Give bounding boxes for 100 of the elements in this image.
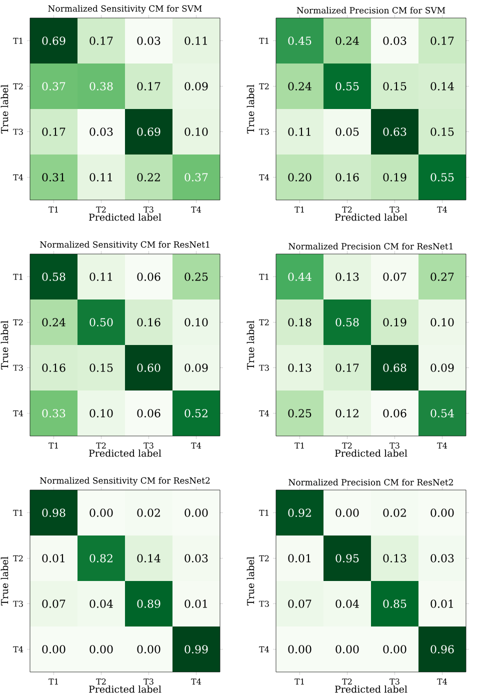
data-label: 0.15 — [90, 364, 113, 372]
data-label: 0.11 — [90, 272, 112, 281]
data-label: 0.99 — [184, 645, 208, 654]
data-label: 0.01 — [288, 554, 310, 562]
y-tick-label: T3 — [259, 364, 269, 371]
data-label: 0.60 — [137, 364, 160, 372]
chart-title: Normalized Sensitivity CM for ResNet1 — [40, 241, 210, 250]
x-tick-label: T3 — [144, 678, 154, 685]
data-label: 0.16 — [336, 173, 359, 182]
data-label: 0.09 — [184, 82, 208, 90]
data-label: 0.07 — [42, 600, 66, 608]
x-tick-label: T4 — [191, 442, 202, 448]
data-label: 0.04 — [90, 600, 113, 608]
data-label: 0.22 — [137, 173, 160, 182]
data-label: 0.17 — [336, 364, 359, 372]
chart-title: Normalized Precision CM for ResNet1 — [288, 242, 453, 250]
chart-title: Normalized Sensitivity CM for ResNet2 — [40, 477, 210, 486]
data-label: 0.05 — [336, 128, 359, 136]
data-label: 0.03 — [383, 36, 406, 45]
data-label: 0.25 — [288, 409, 312, 418]
data-label: 0.24 — [336, 36, 359, 45]
data-label: 0.06 — [383, 409, 406, 418]
y-axis-title: True label — [0, 84, 8, 134]
data-label: 0.03 — [184, 554, 208, 562]
y-tick-label: T2 — [13, 319, 23, 326]
data-label: 0.37 — [184, 173, 208, 182]
data-label: 0.12 — [336, 409, 358, 418]
x-tick-label: T4 — [191, 206, 202, 212]
data-label: 0.55 — [336, 82, 359, 90]
x-tick-label: T3 — [144, 206, 154, 213]
data-label: 0.10 — [184, 128, 208, 136]
data-label: 0.01 — [42, 554, 64, 562]
x-tick-label: T1 — [294, 678, 304, 684]
data-label: 0.00 — [383, 645, 406, 654]
x-tick-label: T2 — [96, 442, 106, 448]
y-tick-label: T4 — [13, 410, 24, 416]
data-label: 0.24 — [288, 82, 312, 90]
y-tick-label: T4 — [13, 646, 24, 652]
y-axis-title: True label — [246, 84, 254, 134]
data-label: 0.11 — [90, 173, 112, 182]
x-tick-label: T3 — [390, 442, 400, 449]
x-tick-label: T2 — [342, 678, 352, 684]
y-tick-label: T4 — [259, 646, 270, 652]
data-label: 0.31 — [42, 173, 64, 182]
data-label: 0.17 — [137, 82, 160, 90]
y-tick-label: T2 — [259, 319, 269, 326]
data-label: 0.01 — [184, 600, 207, 608]
data-label: 0.98 — [42, 508, 66, 517]
data-label: 0.27 — [430, 272, 454, 281]
data-label: 0.37 — [42, 82, 66, 90]
data-label: 0.06 — [137, 409, 160, 418]
y-tick-label: T2 — [13, 555, 23, 562]
y-tick-label: T4 — [259, 174, 270, 180]
data-label: 0.68 — [383, 364, 406, 372]
x-tick-label: T4 — [437, 442, 448, 448]
data-label: 0.18 — [288, 318, 312, 326]
data-label: 0.55 — [430, 173, 454, 182]
y-tick-label: T2 — [259, 555, 269, 562]
y-tick-label: T3 — [259, 128, 269, 135]
data-label: 0.10 — [430, 318, 454, 326]
data-label: 0.89 — [137, 600, 160, 608]
data-label: 0.00 — [336, 645, 359, 654]
y-axis-title: True label — [246, 320, 254, 370]
y-tick-label: T3 — [13, 128, 23, 135]
data-label: 0.19 — [383, 173, 406, 182]
y-tick-label: T2 — [259, 83, 269, 90]
y-tick-label: T1 — [13, 274, 22, 280]
data-label: 0.09 — [184, 364, 208, 372]
x-tick-label: T2 — [96, 206, 106, 212]
data-label: 0.25 — [184, 272, 208, 281]
data-label: 0.33 — [42, 409, 66, 418]
x-axis-title: Predicted label — [89, 213, 162, 221]
y-tick-label: T4 — [259, 410, 270, 416]
x-tick-label: T1 — [294, 442, 304, 448]
data-label: 0.85 — [383, 600, 406, 608]
data-label: 0.13 — [288, 364, 312, 372]
data-label: 0.15 — [383, 82, 406, 90]
data-label: 0.96 — [430, 645, 454, 654]
chart-title: Normalized Precision CM for ResNet2 — [288, 478, 453, 486]
chart-title: Normalized Precision CM for SVM — [296, 6, 446, 14]
x-tick-label: T2 — [96, 678, 106, 684]
x-tick-label: T3 — [390, 206, 400, 213]
data-label: 0.11 — [184, 36, 207, 45]
data-label: 0.19 — [383, 318, 406, 326]
data-label: 0.14 — [430, 82, 454, 90]
x-tick-label: T3 — [144, 442, 154, 449]
x-tick-label: T4 — [437, 206, 448, 212]
x-tick-label: T2 — [342, 442, 352, 448]
data-label: 0.54 — [430, 409, 454, 418]
data-label: 0.95 — [336, 554, 359, 562]
data-label: 0.00 — [288, 645, 312, 654]
data-label: 0.00 — [90, 645, 113, 654]
y-tick-label: T1 — [13, 510, 22, 516]
data-label: 0.07 — [383, 272, 406, 281]
x-tick-label: T1 — [48, 206, 58, 212]
data-label: 0.00 — [90, 508, 113, 517]
y-axis-title: True label — [0, 320, 8, 370]
data-label: 0.09 — [430, 364, 454, 372]
data-label: 0.03 — [430, 554, 454, 562]
data-label: 0.00 — [336, 508, 359, 517]
